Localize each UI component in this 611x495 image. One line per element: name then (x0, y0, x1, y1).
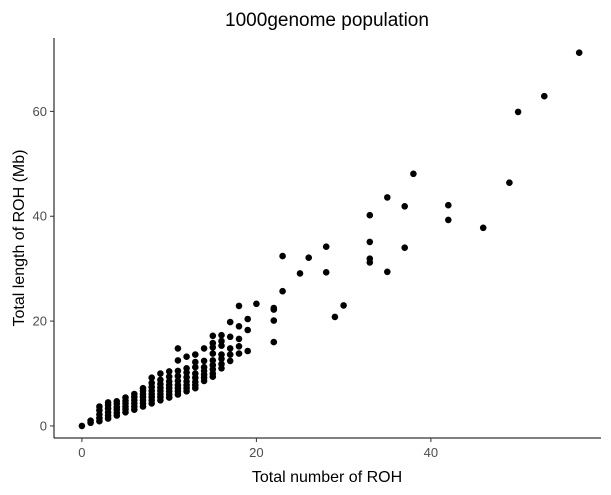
data-point-142 (384, 194, 391, 201)
data-point-119 (235, 323, 243, 330)
data-point-53 (157, 376, 164, 384)
data-point-133 (322, 269, 330, 276)
data-point-76 (183, 373, 190, 381)
x-tick-label-40: 40 (424, 445, 438, 460)
data-point-129 (279, 287, 286, 295)
data-point-117 (235, 343, 243, 350)
data-point-128 (270, 304, 278, 312)
data-point-87 (192, 351, 199, 358)
data-point-116 (235, 350, 243, 357)
data-point-7 (96, 403, 103, 410)
data-point-114 (226, 333, 234, 341)
data-point-94 (200, 345, 208, 352)
data-point-111 (226, 357, 234, 365)
data-point-143 (401, 244, 409, 251)
data-point-138 (366, 255, 374, 262)
data-point-149 (506, 179, 513, 186)
data-point-126 (270, 317, 278, 324)
data-point-110 (218, 331, 225, 339)
data-point-70 (174, 357, 182, 364)
data-point-135 (331, 313, 339, 321)
data-point-45 (148, 379, 155, 387)
data-point-141 (384, 268, 391, 276)
data-point-100 (209, 350, 217, 357)
data-point-67 (174, 377, 182, 385)
data-point-146 (445, 216, 452, 224)
data-point-144 (401, 203, 409, 210)
data-point-60 (165, 378, 173, 385)
y-tick-label-0: 0 (40, 418, 47, 433)
data-point-147 (445, 201, 452, 209)
data-point-150 (514, 108, 522, 116)
data-point-145 (410, 170, 417, 178)
data-point-152 (575, 49, 583, 56)
data-point-123 (244, 315, 251, 323)
x-axis-ticks: 0 20 40 (78, 438, 438, 460)
data-point-46 (148, 374, 155, 382)
data-point-86 (192, 358, 199, 366)
data-point-122 (244, 326, 251, 334)
data-point-115 (226, 318, 234, 326)
data-point-13 (104, 399, 112, 406)
data-point-105 (218, 360, 225, 368)
data-point-2 (87, 417, 94, 425)
data-point-134 (322, 243, 330, 250)
y-axis-ticks: 0 20 40 60 (33, 104, 54, 433)
data-point-62 (165, 368, 173, 375)
data-point-19 (113, 398, 121, 405)
data-points (78, 49, 583, 430)
data-point-124 (253, 300, 260, 308)
data-point-136 (340, 302, 347, 309)
data-point-132 (305, 254, 313, 261)
x-tick-label-20: 20 (249, 445, 263, 460)
data-point-131 (296, 270, 304, 277)
data-point-121 (244, 347, 251, 355)
data-point-69 (174, 367, 182, 375)
data-point-108 (218, 342, 225, 350)
data-point-93 (200, 357, 208, 365)
data-point-61 (165, 373, 173, 381)
data-point-113 (226, 345, 234, 352)
data-point-79 (183, 353, 190, 361)
data-point-92 (200, 363, 208, 371)
data-point-120 (235, 302, 243, 310)
data-point-102 (209, 339, 217, 347)
x-axis-label: Total number of ROH (252, 469, 402, 486)
data-point-118 (235, 335, 243, 343)
data-point-112 (226, 351, 234, 358)
data-point-139 (366, 238, 374, 246)
data-point-140 (366, 211, 374, 219)
data-point-107 (218, 351, 225, 358)
y-tick-label-20: 20 (33, 314, 47, 329)
data-point-109 (218, 337, 225, 345)
data-point-103 (209, 332, 217, 340)
data-point-98 (209, 361, 217, 369)
y-axis-label: Total length of ROH (Mb) (11, 150, 28, 327)
x-tick-label-0: 0 (78, 445, 85, 460)
data-point-71 (174, 345, 182, 352)
data-point-151 (541, 92, 548, 100)
data-point-68 (174, 372, 182, 380)
data-point-130 (279, 252, 286, 260)
data-point-99 (209, 357, 217, 364)
data-point-148 (479, 224, 487, 232)
data-point-0 (78, 422, 86, 430)
chart-title: 1000genome population (225, 10, 429, 31)
data-point-84 (192, 370, 199, 377)
data-point-78 (183, 365, 190, 372)
y-tick-label-60: 60 (33, 104, 47, 119)
data-point-31 (131, 390, 138, 398)
data-point-85 (192, 363, 199, 371)
data-point-54 (157, 370, 164, 377)
y-tick-label-40: 40 (33, 209, 47, 224)
data-point-125 (270, 338, 278, 346)
data-point-25 (122, 394, 129, 401)
data-point-38 (139, 384, 147, 392)
